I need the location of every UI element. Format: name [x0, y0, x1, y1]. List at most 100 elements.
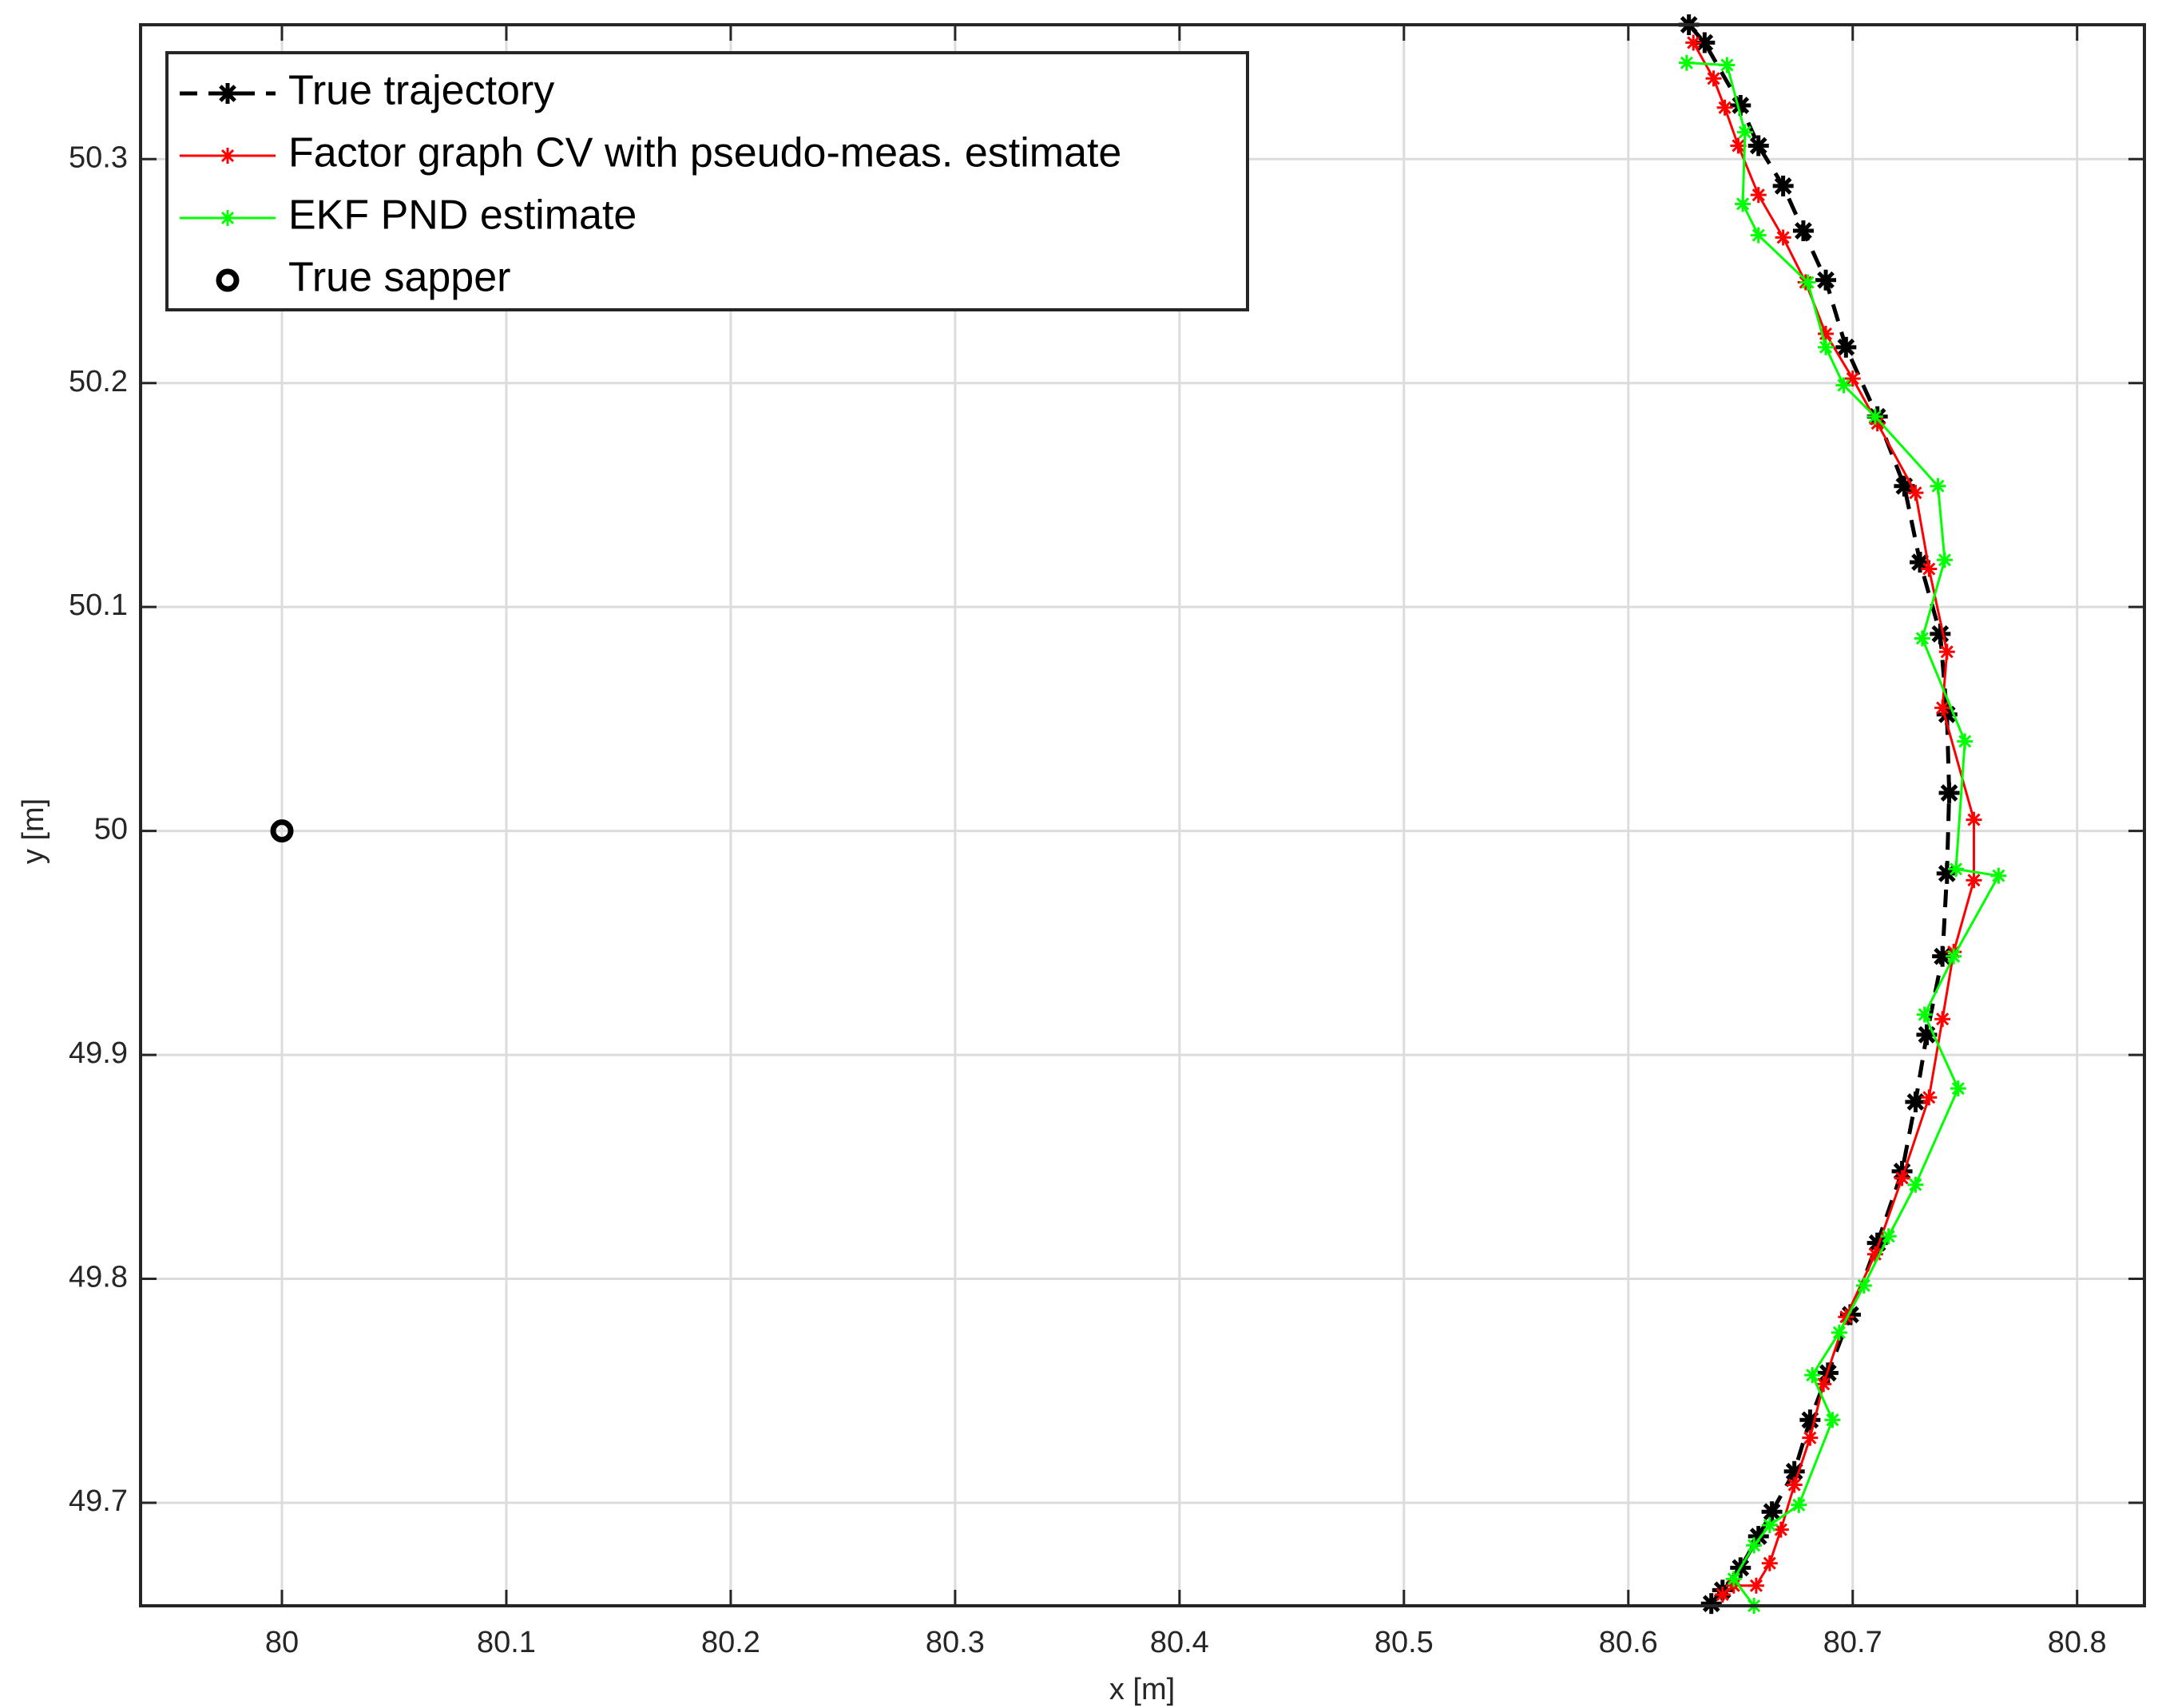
x-tick-label: 80 [265, 1626, 299, 1659]
marker-stroke [1763, 1556, 1776, 1570]
x-tick-label: 80.2 [701, 1626, 760, 1659]
marker [1761, 1501, 1783, 1523]
marker-stroke [1915, 632, 1929, 645]
marker-stroke [1819, 340, 1833, 354]
marker-stroke [1727, 1572, 1740, 1586]
y-tick-label: 50.2 [69, 365, 128, 398]
marker-stroke [1763, 1518, 1776, 1532]
marker-stroke [1947, 949, 1961, 963]
marker [1957, 733, 1974, 750]
marker [1802, 1429, 1819, 1446]
y-tick-label: 49.8 [69, 1261, 128, 1294]
marker-stroke [1837, 338, 1855, 356]
marker [1792, 220, 1814, 242]
marker [1966, 811, 1982, 828]
marker-stroke [1716, 1587, 1729, 1602]
marker [1746, 1537, 1763, 1554]
marker [1750, 187, 1767, 204]
legend-marker [217, 83, 238, 104]
marker-stroke [1801, 275, 1815, 289]
marker-stroke [1940, 645, 1954, 659]
legend-marker [220, 210, 236, 226]
marker [1938, 782, 1960, 803]
marker-stroke [1868, 410, 1882, 423]
marker-stroke [1967, 813, 1981, 826]
marker [1921, 561, 1938, 577]
marker-stroke [1776, 231, 1790, 244]
marker [1930, 478, 1946, 494]
marker-stroke [1951, 1082, 1965, 1096]
y-tick-label: 50 [94, 813, 128, 846]
marker-stroke [1938, 553, 1952, 567]
marker [1747, 135, 1769, 157]
marker-stroke [1918, 1008, 1931, 1021]
marker [1772, 175, 1794, 196]
legend-label: EKF PND estimate [288, 192, 637, 239]
x-axis-label: x [m] [1109, 1673, 1175, 1706]
marker-stroke [1868, 1234, 1886, 1252]
marker-stroke [1817, 1377, 1831, 1391]
legend-label: Factor graph CV with pseudo-meas. estima… [288, 130, 1121, 176]
marker-stroke [1958, 735, 1972, 748]
marker-stroke [1736, 197, 1750, 211]
marker [1946, 948, 1962, 965]
marker [1815, 269, 1837, 291]
marker [1966, 872, 1982, 889]
marker-stroke [1732, 139, 1745, 153]
marker-stroke [1720, 58, 1734, 72]
x-tick-label: 80.5 [1375, 1626, 1434, 1659]
marker [1747, 1577, 1764, 1594]
marker [1719, 57, 1736, 73]
marker [1705, 70, 1722, 87]
marker [1866, 408, 1883, 425]
marker [1934, 1011, 1951, 1028]
marker-stroke [1738, 125, 1751, 139]
marker-stroke [1832, 1326, 1846, 1339]
legend-label: True trajectory [288, 68, 554, 114]
marker-stroke [1882, 1230, 1895, 1243]
marker-stroke [1787, 1478, 1801, 1492]
marker [270, 819, 294, 843]
marker [1804, 1367, 1821, 1384]
marker [1990, 867, 2007, 884]
marker-stroke [1931, 624, 1950, 643]
marker-stroke [1911, 553, 1929, 571]
marker-stroke [1922, 562, 1936, 576]
marker [1905, 1091, 1926, 1112]
marker [1914, 630, 1930, 647]
marker-stroke [1992, 869, 2005, 882]
marker [1700, 1593, 1722, 1615]
marker [1844, 371, 1861, 387]
marker-stroke [220, 211, 235, 225]
marker-stroke [1806, 1369, 1819, 1382]
y-tick-label: 49.7 [69, 1484, 128, 1518]
marker-stroke [219, 85, 236, 102]
marker [1799, 274, 1816, 291]
marker [1735, 196, 1751, 212]
x-tick-label: 80.3 [926, 1626, 985, 1659]
x-tick-label: 80.1 [477, 1626, 536, 1659]
marker [1747, 1526, 1769, 1548]
marker-stroke [1732, 97, 1750, 114]
marker-stroke [1718, 101, 1732, 114]
marker [1938, 644, 1955, 660]
marker [1775, 229, 1791, 246]
marker-stroke [1936, 701, 1950, 715]
marker-stroke [1909, 486, 1922, 500]
marker [1950, 1080, 1966, 1097]
marker [1761, 1517, 1778, 1534]
marker-stroke [1940, 784, 1958, 802]
marker-stroke [1763, 1503, 1781, 1521]
marker [1907, 1176, 1924, 1193]
marker-stroke [1803, 1431, 1817, 1444]
marker-stroke [1795, 222, 1812, 240]
marker-stroke [1687, 36, 1700, 50]
marker-stroke [1846, 372, 1859, 386]
legend-box [165, 51, 1249, 311]
marker [1725, 1571, 1742, 1587]
marker-stroke [1857, 1278, 1870, 1293]
legend-label: True sapper [288, 255, 510, 301]
y-tick-label: 50.1 [69, 588, 128, 622]
marker [1907, 485, 1924, 501]
